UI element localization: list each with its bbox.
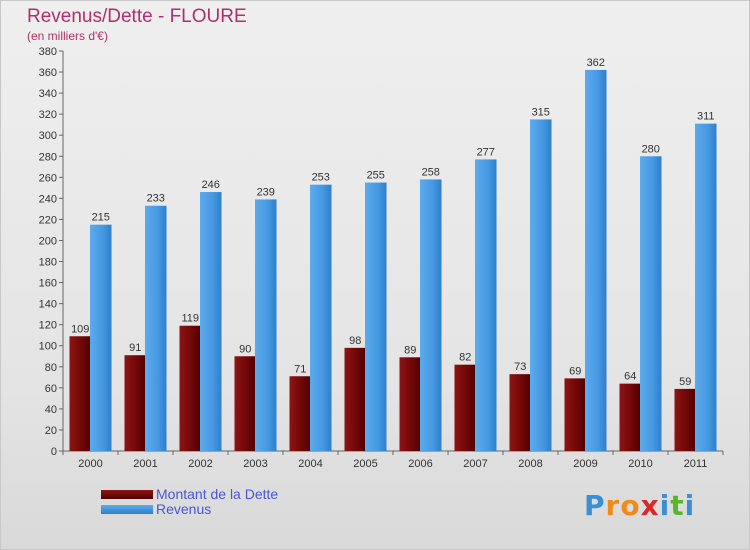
data-label-dette: 90 [239,343,251,355]
bar-revenus [475,159,497,451]
x-tick-label: 2008 [518,458,542,470]
logo-letter: P [584,489,606,522]
bar-dette [674,388,696,451]
data-label-dette: 82 [459,352,471,364]
bar-dette [509,374,531,451]
bar-dette [399,357,421,451]
data-label-revenus: 215 [92,212,110,224]
logo-letter: r [605,489,621,522]
bar-revenus [420,179,442,451]
data-label-dette: 98 [349,335,361,347]
x-tick-label: 2004 [298,458,322,470]
bar-dette [344,347,366,451]
data-label-revenus: 253 [312,172,330,184]
bar-revenus [530,119,552,451]
data-label-dette: 89 [404,344,416,356]
x-tick-label: 2000 [78,458,102,470]
y-tick-label: 100 [39,341,57,353]
y-tick-label: 380 [39,46,57,58]
bar-revenus [365,182,387,451]
data-label-dette: 71 [294,363,306,375]
y-tick-label: 300 [39,130,57,142]
y-tick-label: 140 [39,299,57,311]
logo-letter: i [684,489,696,522]
data-label-revenus: 258 [422,166,440,178]
data-label-revenus: 362 [587,57,605,69]
data-label-dette: 91 [129,342,141,354]
bars [69,69,717,452]
chart-subtitle: (en milliers d'€) [27,29,108,43]
bar-dette [619,383,641,451]
y-tick-label: 240 [39,193,57,205]
x-tick-label: 2006 [408,458,432,470]
x-tick-label: 2002 [188,458,212,470]
bar-revenus [310,184,332,451]
bar-revenus [640,156,662,451]
y-tick-label: 20 [45,425,57,437]
bar-revenus [695,123,717,451]
x-tick-label: 2007 [463,458,487,470]
chart-title: Revenus/Dette - FLOURE [27,6,247,27]
data-label-revenus: 255 [367,170,385,182]
y-tick-label: 340 [39,88,57,100]
bar-dette [179,325,201,451]
x-tick-label: 2003 [243,458,267,470]
y-tick-label: 320 [39,109,57,121]
y-tick-label: 360 [39,67,57,79]
data-label-revenus: 246 [202,179,220,191]
y-tick-label: 200 [39,235,57,247]
data-label-dette: 69 [569,365,581,377]
proxiti-logo: Proxiti [584,489,695,522]
y-tick-label: 40 [45,404,57,416]
data-label-revenus: 239 [257,186,275,198]
y-tick-label: 260 [39,172,57,184]
y-tick-label: 280 [39,151,57,163]
bar-revenus [585,69,607,452]
y-tick-label: 220 [39,214,57,226]
bar-revenus [255,199,277,451]
x-tick-label: 2009 [573,458,597,470]
bar-revenus [200,192,222,452]
logo-letter: i [659,489,671,522]
data-label-dette: 59 [679,376,691,388]
bar-dette [454,364,476,451]
data-label-dette: 64 [624,371,636,383]
x-tick-label: 2005 [353,458,377,470]
y-tick-label: 120 [39,320,57,332]
legend-label-dette: Montant de la Dette [156,486,279,502]
data-label-dette: 109 [71,323,89,335]
data-label-revenus: 311 [697,111,715,123]
bar-dette [234,356,256,451]
logo-letter: x [640,489,660,522]
y-tick-label: 180 [39,257,57,269]
axes: 0 20 40 60 80 100 120 140 160 180 200 220 240 260 280 3… [39,46,724,470]
bar-dette [124,355,146,451]
bar-dette [289,376,311,451]
bar-revenus [90,224,112,451]
y-tick-label: 160 [39,278,57,290]
y-tick-label: 0 [51,446,57,458]
logo-letter: t [670,489,685,522]
x-tick-label: 2010 [628,458,652,470]
legend-swatch-revenus [101,505,153,514]
data-label-revenus: 280 [642,143,660,155]
bar-dette [564,378,586,451]
logo-letter: o [620,489,641,522]
data-label-revenus: 315 [532,106,550,118]
legend-label-revenus: Revenus [156,501,212,517]
data-label-revenus: 277 [477,146,495,158]
bar-dette [69,336,91,451]
x-tick-label: 2001 [133,458,157,470]
data-labels: 109 215 91 233 119 246 90 239 71 253 98 255 89 258 82 2… [71,57,714,388]
data-label-dette: 119 [181,313,199,325]
y-tick-label: 60 [45,383,57,395]
bar-revenus [145,205,167,451]
data-label-revenus: 233 [147,193,165,205]
data-label-dette: 73 [514,361,526,373]
legend-swatch-dette [101,490,153,499]
y-tick-label: 80 [45,362,57,374]
x-tick-label: 2011 [684,458,708,470]
